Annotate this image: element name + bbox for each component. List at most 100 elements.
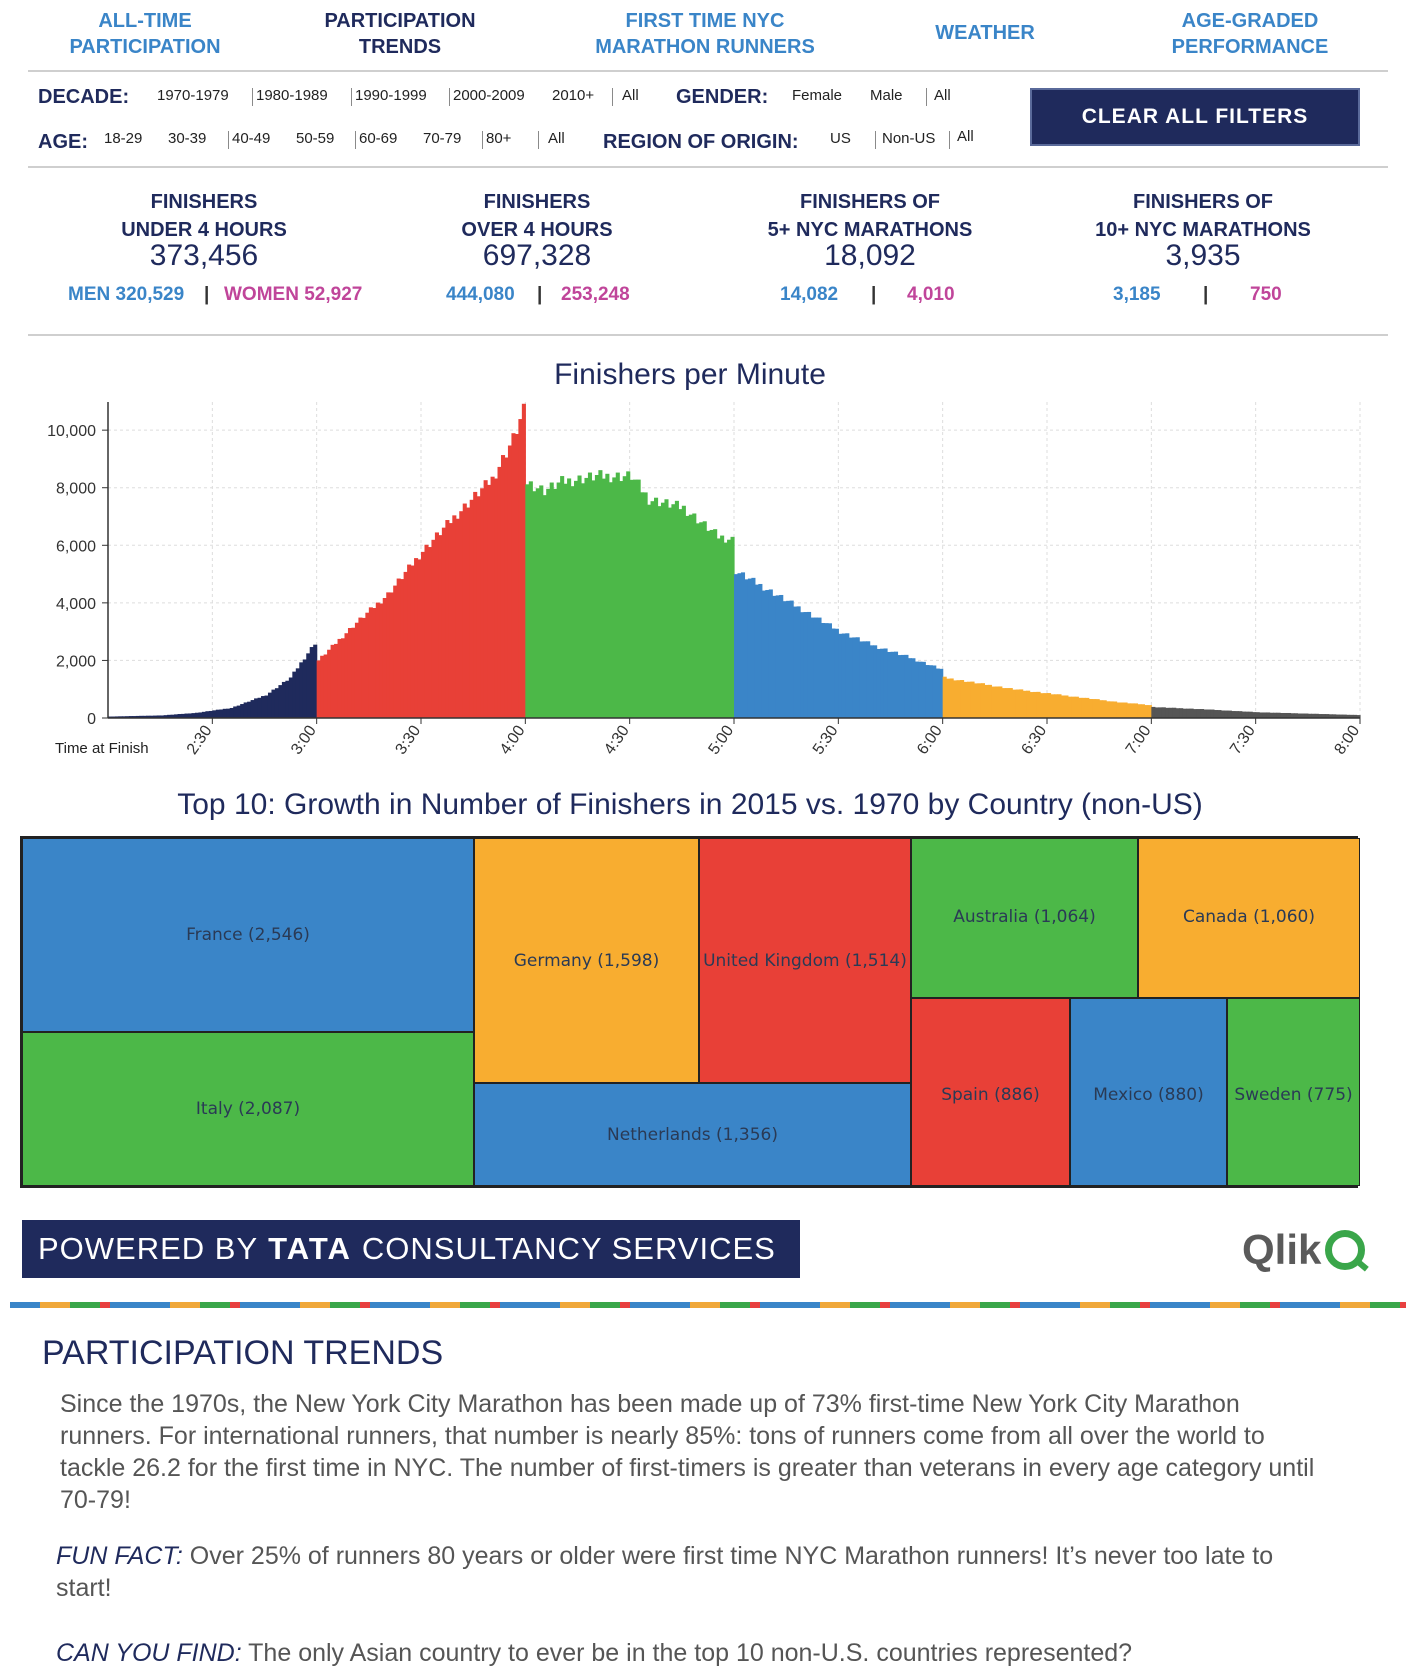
histogram-bar [128,716,133,718]
filter-gender-female[interactable]: Female [792,87,843,104]
histogram-bar [699,522,704,718]
histogram-bar [452,515,457,718]
filter-age-all[interactable]: All [548,130,565,147]
tab-all-time-participation[interactable]: ALL-TIME PARTICIPATION [50,8,240,60]
histogram-bar [476,496,481,718]
treemap-title: Top 10: Growth in Number of Finishers in… [177,788,1203,821]
filter-region-us[interactable]: US [830,130,851,147]
histogram-bar [768,589,773,718]
histogram-bar [657,506,662,718]
tab-participation-trends[interactable]: PARTICIPATION TRENDS [305,8,495,60]
histogram-bar [494,478,499,718]
clear-all-filters-button[interactable]: CLEAR ALL FILTERS [1030,88,1360,146]
histogram-bar [1043,693,1048,718]
histogram-bar [504,457,509,718]
filter-decade-2000s[interactable]: 2000-2009 [453,87,525,104]
filter-age-80-plus[interactable]: 80+ [486,130,512,147]
fun-fact-label: FUN FACT: [56,1542,183,1570]
histogram-bar [1200,709,1205,718]
histogram-bar [1252,712,1257,718]
treemap-cell-label: Sweden (775) [1234,1085,1353,1105]
histogram-bar [1053,694,1059,718]
histogram-bar [358,617,363,718]
tab-first-time-runners[interactable]: FIRST TIME NYC MARATHON RUNNERS [575,8,835,60]
filter-region-all[interactable]: All [957,128,974,145]
histogram-bar [1012,689,1017,718]
stat-10-plus-marathons: FINISHERS OF 10+ NYC MARATHONS 3,935 [1043,188,1363,271]
histogram-bar [1234,711,1239,718]
histogram-bar [862,641,867,718]
treemap-cell-canada[interactable]: Canada (1,060) [1138,838,1360,998]
histogram-bar [184,713,189,718]
filter-decade-1980s[interactable]: 1980-1989 [256,87,328,104]
treemap-cell-spain[interactable]: Spain (886) [911,998,1070,1186]
histogram-bar [497,466,502,718]
filter-decade-2010s[interactable]: 2010+ [552,87,595,104]
filter-age-70-79[interactable]: 70-79 [423,130,462,147]
histogram-bar [873,645,878,718]
filter-decade-1970s[interactable]: 1970-1979 [157,87,229,104]
histogram-bar [855,637,860,718]
histogram-bar [897,655,902,718]
filter-age-30-39[interactable]: 30-39 [168,130,207,147]
filter-age-60-69[interactable]: 60-69 [359,130,398,147]
histogram-bar [734,574,739,718]
filter-gender-all[interactable]: All [934,87,951,104]
x-tick-label: 8:00 [1331,722,1363,757]
treemap-cell-australia[interactable]: Australia (1,064) [911,838,1138,998]
filter-decade-1990s[interactable]: 1990-1999 [355,87,427,104]
histogram-bar [594,474,599,718]
treemap-cell-netherlands[interactable]: Netherlands (1,356) [474,1083,911,1186]
histogram-bar [1311,713,1316,718]
treemap-cell-italy[interactable]: Italy (2,087) [22,1032,474,1186]
histogram-bar [146,715,151,718]
filter-decade-all[interactable]: All [622,87,639,104]
treemap-cell-mexico[interactable]: Mexico (880) [1070,998,1227,1186]
treemap-cell-france[interactable]: France (2,546) [22,838,474,1032]
histogram-bar [608,482,613,718]
histogram-bar [1154,707,1159,718]
filter-age-18-29[interactable]: 18-29 [104,130,143,147]
filter-separator [351,88,352,106]
stat-men: 444,080 [446,284,515,305]
histogram-bar [848,637,853,718]
histogram-bar [800,612,805,718]
histogram-bar [980,683,985,718]
filter-gender-male[interactable]: Male [870,87,903,104]
treemap-cell-germany[interactable]: Germany (1,598) [474,838,699,1083]
histogram-bar [876,648,881,718]
histogram-bar [205,711,210,718]
treemap-cell-label: Spain (886) [941,1085,1040,1105]
histogram-bar [678,509,683,718]
histogram-bar [1165,707,1170,718]
stat-women: 750 [1250,284,1282,305]
histogram-bar [1047,693,1052,718]
histogram-bar [1161,707,1166,718]
histogram-bar [354,622,359,718]
histogram-bar [1130,703,1135,718]
histogram-bar [250,700,255,718]
filter-age-50-59[interactable]: 50-59 [296,130,335,147]
article-body: Since the 1970s, the New York City Marat… [60,1390,1315,1514]
histogram-bar [953,680,958,718]
histogram-bar [1276,712,1281,718]
filter-region-non-us[interactable]: Non-US [882,130,936,147]
histogram-bar [1339,714,1344,718]
histogram-bar [1186,708,1191,718]
treemap-cell-sweden[interactable]: Sweden (775) [1227,998,1360,1186]
histogram-bar [386,592,391,718]
histogram-bar [1262,712,1267,718]
histogram-bar [417,559,422,718]
filter-age-40-49[interactable]: 40-49 [232,130,271,147]
tab-age-graded-performance[interactable]: AGE-GRADED PERFORMANCE [1150,8,1350,60]
histogram-bar [817,617,822,718]
treemap-cell-united-kingdom[interactable]: United Kingdom (1,514) [699,838,911,1083]
histogram-bar [167,714,172,718]
histogram-bar [1137,704,1142,718]
histogram-bar [664,499,669,718]
histogram-bar [866,641,871,718]
can-you-find-label: CAN YOU FIND: [56,1639,242,1666]
tab-weather[interactable]: WEATHER [910,20,1060,46]
histogram-bar [939,668,944,718]
top-nav: ALL-TIME PARTICIPATION PARTICIPATION TRE… [0,0,1418,70]
